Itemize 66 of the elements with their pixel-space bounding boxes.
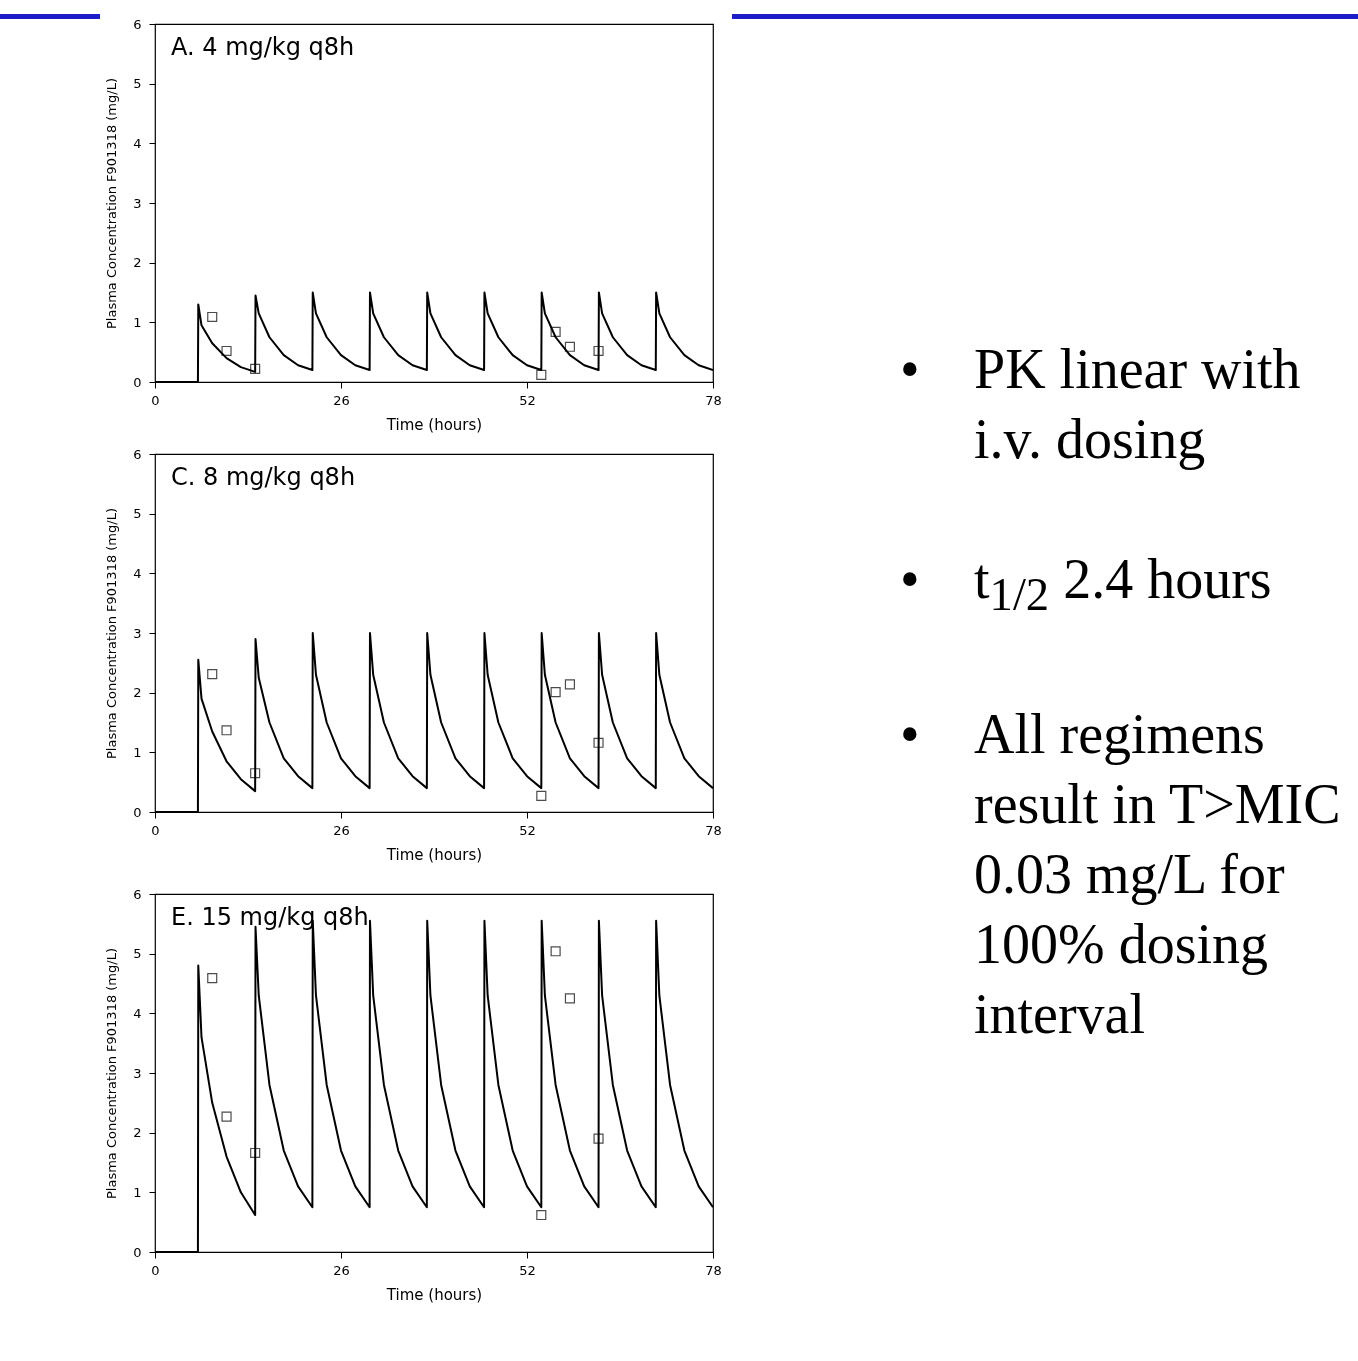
point [593, 345, 604, 357]
x-tick-label: 26 [333, 392, 350, 408]
point [564, 679, 575, 690]
point [221, 725, 232, 736]
x-tick-label: 78 [705, 392, 722, 408]
chart-title: A. 4 mg/kg q8h [171, 33, 355, 61]
x-tick-label: 52 [519, 1262, 536, 1278]
point [550, 326, 561, 337]
point [536, 369, 547, 380]
chart-title: C. 8 mg/kg q8h [171, 463, 356, 491]
y-tick-label: 2 [133, 255, 142, 271]
y-tick-label: 5 [133, 76, 142, 92]
y-tick-label: 1 [133, 1184, 142, 1200]
y-tick-label: 3 [133, 1065, 142, 1081]
y-tick-label: 4 [133, 135, 142, 151]
point [593, 737, 604, 748]
x-tick-label: 26 [333, 1262, 350, 1278]
y-tick-label: 4 [133, 565, 142, 581]
chart-title: E. 15 mg/kg q8h [171, 903, 369, 931]
y-axis-title: Plasma Concentration F901318 (mg/L) [104, 78, 120, 329]
y-tick-label: 0 [133, 374, 142, 390]
point [207, 311, 218, 323]
x-axis-title: Time (hours) [385, 845, 483, 864]
text: • t$_{1/2}$ 2.4 hours [900, 547, 1273, 623]
x-axis-title: Time (hours) [385, 1285, 483, 1304]
point [250, 363, 261, 374]
x-tick-label: 52 [519, 392, 536, 408]
text: • All regimens result in T>MIC 0.03 mg/L for 100% dosing interval [900, 702, 1342, 1048]
point [564, 993, 575, 1004]
y-tick-label: 2 [133, 685, 142, 701]
y-tick-label: 3 [133, 625, 142, 641]
point [536, 1209, 547, 1221]
y-tick-label: 0 [133, 1244, 142, 1260]
y-tick-label: 4 [133, 1005, 142, 1021]
point [221, 345, 232, 357]
point [536, 790, 547, 801]
point [250, 768, 261, 779]
x-tick-label: 78 [705, 822, 722, 838]
y-tick-label: 1 [133, 744, 142, 760]
point [550, 687, 561, 698]
point [207, 669, 218, 680]
x-tick-label: 0 [151, 1262, 160, 1278]
point [564, 341, 575, 352]
y-tick-label: 6 [133, 886, 142, 902]
text: • PK linear with i.v. dosing [900, 337, 1302, 472]
x-tick-label: 78 [705, 1262, 722, 1278]
y-tick-label: 5 [133, 506, 142, 522]
x-tick-label: 52 [519, 822, 536, 838]
point [221, 1111, 232, 1122]
y-tick-label: 1 [133, 314, 142, 330]
y-tick-label: 2 [133, 1125, 142, 1141]
y-tick-label: 6 [133, 16, 142, 32]
y-axis-title: Plasma Concentration F901318 (mg/L) [104, 508, 120, 759]
x-tick-label: 0 [151, 822, 160, 838]
point [250, 1147, 261, 1159]
y-tick-label: 0 [133, 804, 142, 820]
point [593, 1133, 604, 1144]
point [550, 946, 561, 957]
point [207, 973, 218, 984]
y-axis-title: Plasma Concentration F901318 (mg/L) [104, 948, 120, 1199]
y-tick-label: 5 [133, 946, 142, 962]
x-axis-title: Time (hours) [385, 415, 483, 434]
x-tick-label: 0 [151, 392, 160, 408]
x-tick-label: 26 [333, 822, 350, 838]
y-tick-label: 3 [133, 195, 142, 211]
y-tick-label: 6 [133, 446, 142, 462]
